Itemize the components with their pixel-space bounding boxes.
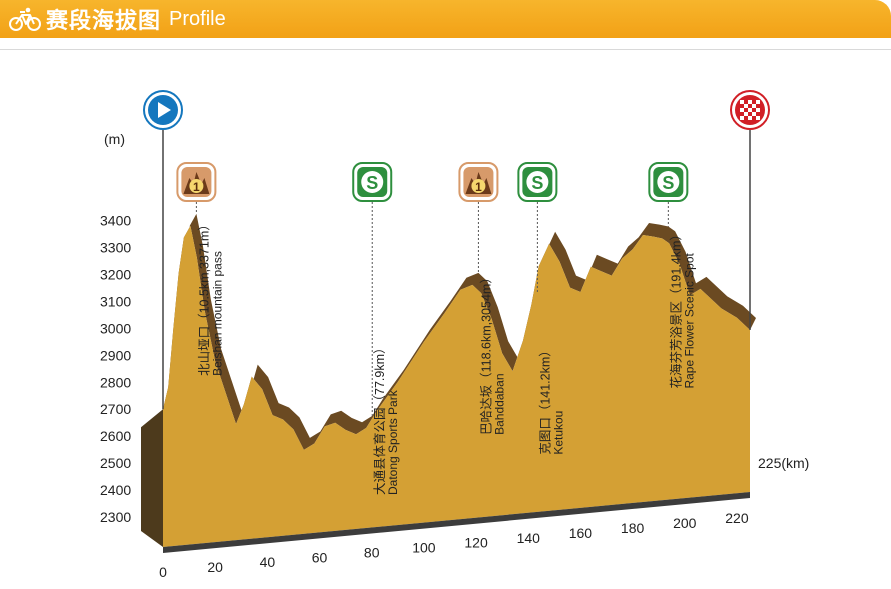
x-axis-baseline [163,492,750,553]
y-tick-label: 3100 [100,293,131,309]
marker-label-cn: 花海芬芳浴景区（191.4km） [668,228,683,388]
marker-label-cn: 大通县体育公园（77.9km） [372,342,387,496]
y-tick-label: 2600 [100,428,131,444]
x-tick-label: 100 [412,540,436,556]
bicycle-icon [9,7,41,31]
marker-label: 大通县体育公园（77.9km） Datong Sports Park [372,342,400,496]
marker-label: 巴哈达坂（118.6km,3054m） Bahddaban [479,271,506,435]
sprint-icon [657,171,680,193]
x-tick-label: 20 [207,559,223,575]
y-axis: 3400 3300 3200 3100 3000 2900 2800 2700 2600 2500… [100,213,131,525]
kom-category-disc [471,179,486,193]
page-header: 赛段海拔图 Profile [0,0,891,38]
marker-label: 北山垭口（10.5km,3371m） Beishan mountain pass [197,218,224,376]
profile-ridge [163,213,756,450]
x-tick-label: 80 [364,544,380,560]
marker-label: 花海芬芳浴景区（191.4km） Rape Flower Scenic Spot [668,228,696,388]
y-tick-label: 2500 [100,455,131,471]
x-axis-label: 225(km) [758,455,809,471]
profile-face [163,225,750,547]
y-tick-label: 2700 [100,401,131,417]
marker-label: 克图口（141.2km） Ketukou [538,344,565,454]
y-tick-label: 2800 [100,374,131,390]
x-tick-label: 60 [312,549,328,565]
page-title-en: Profile [169,7,226,30]
sprint-label: S [662,173,674,193]
sprint-icon [361,171,384,193]
marker-label-en: Ketukou [551,411,565,455]
marker-label-en: Datong Sports Park [386,389,400,495]
marker-label-cn: 克图口（141.2km） [538,344,552,454]
y-tick-label: 2900 [100,347,131,363]
sprint-label: S [366,173,378,193]
y-tick-label: 3300 [100,240,131,256]
x-tick-label: 200 [673,515,697,531]
checkered-flag-icon [740,100,760,120]
sprint-icon [526,171,549,193]
x-tick-label: 180 [621,520,645,536]
kom-category-label: 1 [193,180,200,194]
marker-label-cn: 北山垭口（10.5km,3371m） [197,218,211,376]
x-tick-label: 160 [569,525,593,541]
x-tick-label: 220 [725,510,749,526]
x-axis: 0 20 40 60 80 100 120 140 160 180 200 220 [159,510,749,580]
x-tick-label: 0 [159,564,167,580]
y-axis-label: (m) [104,131,125,147]
x-tick-label: 140 [517,530,541,546]
page-title: 赛段海拔图 [46,8,162,33]
header-divider [0,49,891,50]
kom-category-disc [189,179,204,193]
profile-shape [141,213,756,553]
y-tick-label: 2300 [100,509,131,525]
y-tick-label: 3400 [100,213,131,229]
x-tick-label: 120 [464,535,488,551]
y-tick-label: 3000 [100,320,131,336]
marker-label-en: Bahddaban [492,373,506,434]
marker-label-cn: 巴哈达坂（118.6km,3054m） [479,271,493,435]
markers: 1 北山垭口（10.5km,3371m） Beishan mountain pass… [143,90,770,496]
sprint-label: S [531,173,543,193]
profile-side-wall [141,409,163,547]
x-tick-label: 40 [260,554,276,570]
y-tick-label: 3200 [100,267,131,283]
play-icon [158,102,171,118]
marker-label-en: Beishan mountain pass [210,251,224,376]
marker-label-en: Rape Flower Scenic Spot [682,252,696,388]
y-tick-label: 2400 [100,482,131,498]
kom-category-label: 1 [475,180,482,194]
